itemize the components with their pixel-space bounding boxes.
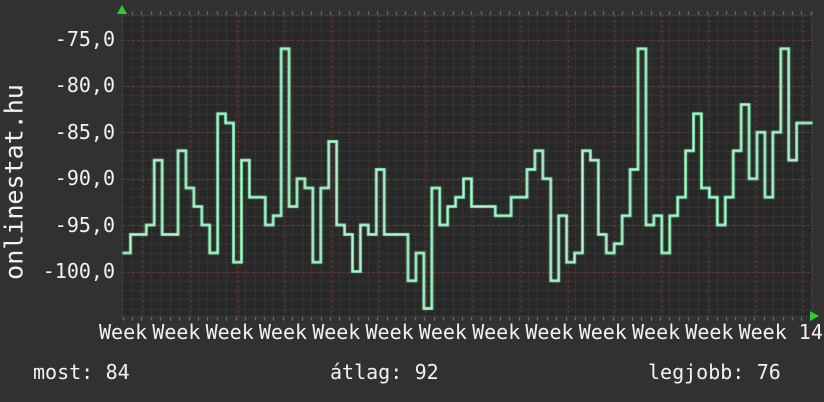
stat-atlag: átlag: 92 bbox=[330, 361, 439, 383]
y-axis-tick-label: -90,0 bbox=[54, 166, 115, 191]
stat-legjobb: legjobb: 76 bbox=[648, 361, 781, 383]
stat-atlag-label: átlag: bbox=[330, 360, 403, 384]
stat-atlag-value: 92 bbox=[414, 360, 439, 384]
y-axis-tick-label: -100,0 bbox=[42, 259, 115, 283]
y-axis-tick-label: -85,0 bbox=[54, 119, 115, 144]
stat-most-value: 84 bbox=[105, 360, 130, 384]
x-axis-arrow-icon bbox=[810, 311, 819, 321]
y-axis-tick-label: -80,0 bbox=[54, 73, 115, 98]
stat-most-label: most: bbox=[33, 360, 94, 384]
stat-most: most: 84 bbox=[33, 361, 130, 383]
x-axis-tick-label: Week 14 bbox=[738, 320, 823, 344]
stat-legjobb-label: legjobb: bbox=[648, 360, 745, 384]
y-axis-arrow-icon bbox=[117, 5, 127, 14]
y-axis-tick-label: -75,0 bbox=[54, 27, 115, 51]
stat-legjobb-value: 76 bbox=[756, 360, 781, 384]
y-axis-tick-label: -95,0 bbox=[54, 212, 115, 237]
